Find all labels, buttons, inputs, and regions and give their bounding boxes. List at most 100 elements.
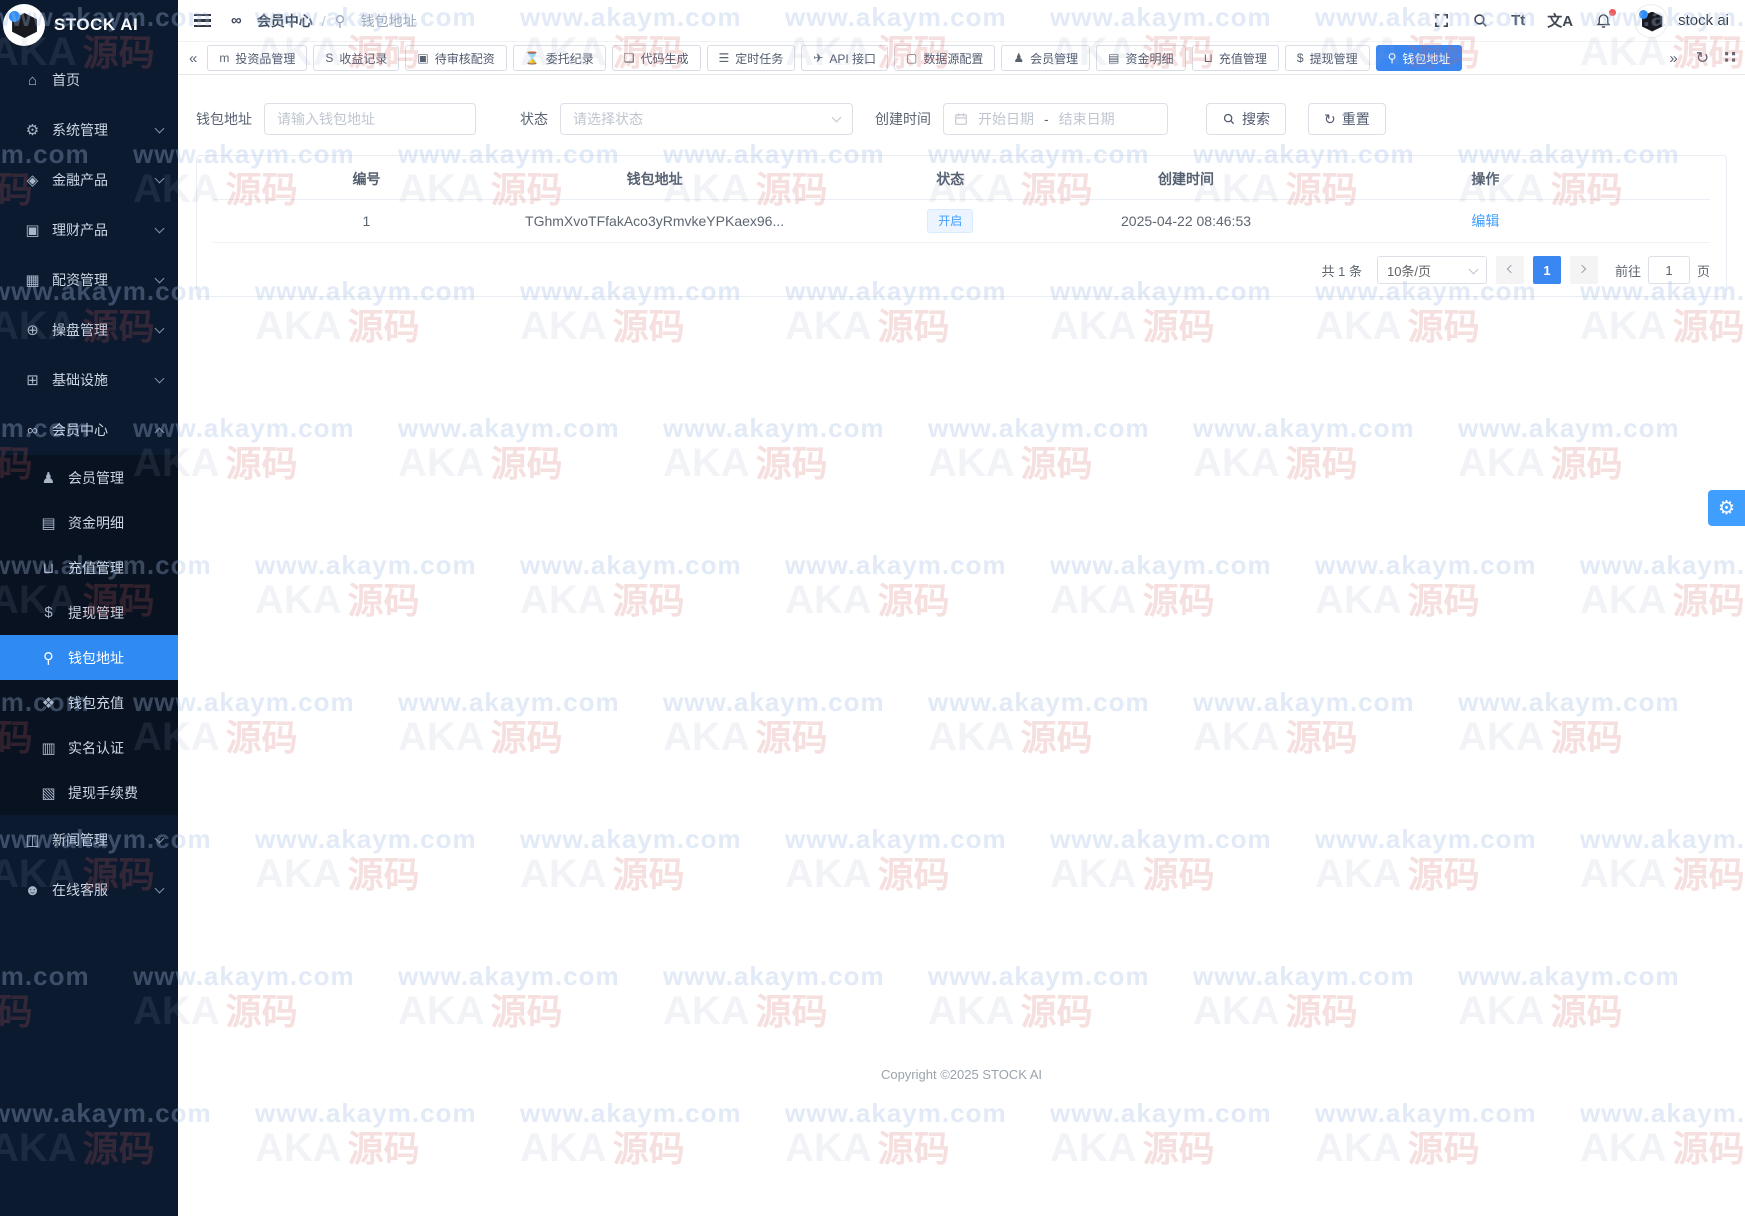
sidebar-subitem[interactable]: ⊔ 充值管理 <box>0 545 178 590</box>
user-name[interactable]: stock ai <box>1678 12 1729 29</box>
sidebar-item-label: 配资管理 <box>52 272 108 288</box>
user-icon: ♟ <box>41 469 56 487</box>
tab-item[interactable]: ♟ 会员管理 <box>1001 45 1091 71</box>
status-select[interactable]: 请选择状态 <box>560 103 853 135</box>
chevron-down-icon <box>154 833 165 844</box>
table-header-row: 编号 钱包地址 状态 创建时间 操作 <box>213 158 1710 200</box>
sidebar-item[interactable]: ⊕ 操盘管理 <box>0 305 178 355</box>
sidebar-item[interactable]: ▣ 理财产品 <box>0 205 178 255</box>
chevron-down-icon <box>154 123 165 134</box>
translate-icon[interactable]: 文A <box>1547 13 1574 30</box>
grid-menu-icon[interactable]: ∷ <box>1724 48 1737 67</box>
prev-page-button[interactable] <box>1495 256 1524 284</box>
tab-item[interactable]: ▣ 待审核配资 <box>405 45 507 71</box>
tab-item[interactable]: ☰ 定时任务 <box>706 45 796 71</box>
edit-link[interactable]: 编辑 <box>1471 213 1500 229</box>
logo-dot <box>9 11 20 22</box>
sidebar-item[interactable]: ▦ 配资管理 <box>0 255 178 305</box>
search-button[interactable]: 搜索 <box>1206 103 1286 135</box>
breadcrumb-parent[interactable]: ∞ 会员中心 <box>231 11 313 31</box>
cell-status: 开启 <box>789 209 1111 233</box>
sidebar-subitem[interactable]: $ 提现管理 <box>0 590 178 635</box>
tabs-scroll-left-icon[interactable]: « <box>189 49 198 67</box>
sidebar-subitem[interactable]: ▤ 资金明细 <box>0 500 178 545</box>
created-time-label: 创建时间 <box>875 111 931 127</box>
refresh-icon[interactable]: ↻ <box>1695 50 1710 67</box>
sidebar-item[interactable]: ☻ 在线客服 <box>0 865 178 915</box>
sidebar-item[interactable]: ⊞ 基础设施 <box>0 355 178 405</box>
tab-label: API 接口 <box>829 51 877 66</box>
fullscreen-icon[interactable] <box>1433 12 1450 29</box>
date-end-placeholder: 结束日期 <box>1058 111 1115 127</box>
chevron-right-icon <box>1578 264 1587 273</box>
page-number-button[interactable]: 1 <box>1532 256 1561 284</box>
chevron-down-icon <box>154 883 165 894</box>
font-size-icon[interactable]: Tt <box>1511 12 1526 29</box>
sidebar-subitem[interactable]: ❖ 钱包充值 <box>0 680 178 725</box>
chevron-down-icon <box>831 112 842 123</box>
breadcrumb-current: ⚲ 钱包地址 <box>335 11 417 31</box>
sidebar-item-label: 系统管理 <box>52 122 108 138</box>
tab-item[interactable]: ❏ 代码生成 <box>611 45 701 71</box>
id-card-icon: ▥ <box>41 739 56 757</box>
sidebar-subitem[interactable]: ⚲ 钱包地址 <box>0 635 178 680</box>
tabs-scroll-right-icon[interactable]: » <box>1669 49 1678 67</box>
next-page-button[interactable] <box>1569 256 1598 284</box>
tab-item[interactable]: ⌛ 委托纪录 <box>512 45 606 71</box>
sidebar-item[interactable]: ⌂ 首页 <box>0 55 178 105</box>
tab-item[interactable]: S 收益记录 <box>313 45 400 71</box>
logo: STOCK AI <box>0 0 178 50</box>
sidebar-subitem[interactable]: ▥ 实名认证 <box>0 725 178 770</box>
sidebar-item[interactable]: ⚙ 系统管理 <box>0 105 178 155</box>
avatar-dot <box>1639 9 1649 19</box>
page-size-select[interactable]: 10条/页 <box>1376 256 1487 284</box>
tab-label: 收益记录 <box>339 51 388 66</box>
chevron-left-icon <box>1507 264 1516 273</box>
tab-item[interactable]: ✈ API 接口 <box>801 45 889 71</box>
table-card: 编号 钱包地址 状态 创建时间 操作 1 TGhmXvoTFfakAco3yRm… <box>196 155 1727 297</box>
sidebar-subitem-label: 提现管理 <box>68 604 124 621</box>
hamburger-menu-icon[interactable] <box>194 13 211 28</box>
goto-page-input[interactable] <box>1647 256 1690 284</box>
tab-item[interactable]: ⚲ 钱包地址 <box>1375 45 1463 71</box>
page-content: 钱包地址 状态 请选择状态 创建时间 开始日期 - 结束日期 搜索 <box>178 75 1745 1216</box>
search-icon[interactable] <box>1472 12 1489 29</box>
sidebar-item-label: 会员中心 <box>52 422 108 438</box>
chevron-down-icon <box>154 323 165 334</box>
avatar[interactable] <box>1634 3 1669 38</box>
date-range-picker[interactable]: 开始日期 - 结束日期 <box>943 103 1168 135</box>
sidebar-item-member-center[interactable]: ∞ 会员中心 <box>0 405 178 455</box>
tab-item[interactable]: ▤ 资金明细 <box>1096 45 1186 71</box>
main-area: ∞ 会员中心 / ⚲ 钱包地址 Tt 文A <box>178 0 1745 1216</box>
sidebar-item[interactable]: ◈ 金融产品 <box>0 155 178 205</box>
notification-dot <box>1609 8 1617 16</box>
tab-label: 定时任务 <box>735 51 784 66</box>
member-center-submenu: ♟ 会员管理 ▤ 资金明细 ⊔ 充值管理 <box>0 455 178 815</box>
breadcrumb-current-label: 钱包地址 <box>360 12 417 29</box>
date-separator: - <box>1044 111 1049 127</box>
sidebar-item-label: 基础设施 <box>52 372 108 388</box>
sidebar-item[interactable]: ◫ 新闻管理 <box>0 815 178 865</box>
date-start-placeholder: 开始日期 <box>978 111 1034 127</box>
sidebar-item-label: 首页 <box>52 72 80 88</box>
tab-label: 数据源配置 <box>923 51 984 66</box>
sidebar-subitem-label: 会员管理 <box>68 469 124 486</box>
status-select-placeholder: 请选择状态 <box>573 111 643 127</box>
reset-button-label: 重置 <box>1341 111 1370 127</box>
reset-button[interactable]: ↻ 重置 <box>1308 103 1386 135</box>
sidebar-subitem[interactable]: ♟ 会员管理 <box>0 455 178 500</box>
tab-item[interactable]: ▢ 数据源配置 <box>894 45 996 71</box>
tab-item[interactable]: ⊔ 充值管理 <box>1191 45 1279 71</box>
gear-icon: ⚙ <box>25 122 40 139</box>
settings-gear-button[interactable]: ⚙ <box>1708 490 1745 526</box>
cart-icon: ⊔ <box>42 559 55 577</box>
tab-item[interactable]: $ 提现管理 <box>1284 45 1370 71</box>
tab-item[interactable]: m 投资品管理 <box>207 45 308 71</box>
sidebar-subitem[interactable]: ▧ 提现手续费 <box>0 770 178 815</box>
api-icon: ✈ <box>813 51 824 65</box>
notification-bell-icon[interactable] <box>1595 8 1617 30</box>
wallet-address-input[interactable] <box>264 103 476 135</box>
chevron-down-icon <box>1468 264 1479 274</box>
open-tabs: m 投资品管理 S 收益记录 ▣ 待审核配资 ⌛ <box>207 45 1659 71</box>
